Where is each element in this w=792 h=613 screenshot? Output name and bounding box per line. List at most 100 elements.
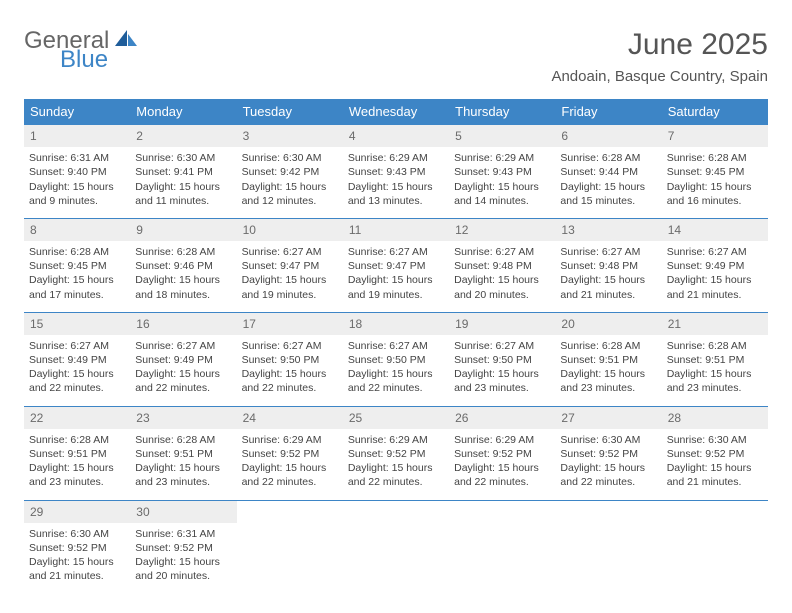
daylight-text-2: and 23 minutes. xyxy=(560,381,656,395)
daylight-text-1: Daylight: 15 hours xyxy=(242,180,338,194)
day-number-cell: 29 xyxy=(24,500,130,523)
sunrise-text: Sunrise: 6:28 AM xyxy=(560,151,656,165)
day-cell: Sunrise: 6:28 AMSunset: 9:51 PMDaylight:… xyxy=(24,429,130,500)
sunrise-text: Sunrise: 6:27 AM xyxy=(348,245,444,259)
day-number-cell: 19 xyxy=(449,312,555,335)
daylight-text-1: Daylight: 15 hours xyxy=(667,273,763,287)
daylight-text-2: and 19 minutes. xyxy=(348,288,444,302)
col-thursday: Thursday xyxy=(449,99,555,125)
sunrise-text: Sunrise: 6:27 AM xyxy=(242,339,338,353)
calendar-body: 1234567Sunrise: 6:31 AMSunset: 9:40 PMDa… xyxy=(24,125,768,594)
daylight-text-1: Daylight: 15 hours xyxy=(454,367,550,381)
daylight-text-2: and 19 minutes. xyxy=(242,288,338,302)
daylight-text-1: Daylight: 15 hours xyxy=(242,367,338,381)
sunset-text: Sunset: 9:49 PM xyxy=(29,353,125,367)
sunrise-text: Sunrise: 6:28 AM xyxy=(667,339,763,353)
sunrise-text: Sunrise: 6:29 AM xyxy=(242,433,338,447)
sunset-text: Sunset: 9:52 PM xyxy=(135,541,231,555)
day-cell: Sunrise: 6:30 AMSunset: 9:52 PMDaylight:… xyxy=(555,429,661,500)
sunrise-text: Sunrise: 6:30 AM xyxy=(667,433,763,447)
day-number-cell: 20 xyxy=(555,312,661,335)
sunrise-text: Sunrise: 6:27 AM xyxy=(242,245,338,259)
calendar-table: Sunday Monday Tuesday Wednesday Thursday… xyxy=(24,99,768,593)
day-number-cell xyxy=(662,500,768,523)
day-number-cell: 23 xyxy=(130,406,236,429)
day-cell: Sunrise: 6:28 AMSunset: 9:51 PMDaylight:… xyxy=(555,335,661,406)
day-cell: Sunrise: 6:29 AMSunset: 9:43 PMDaylight:… xyxy=(343,147,449,218)
daylight-text-2: and 22 minutes. xyxy=(242,475,338,489)
daylight-text-1: Daylight: 15 hours xyxy=(667,461,763,475)
daylight-text-1: Daylight: 15 hours xyxy=(242,461,338,475)
sunset-text: Sunset: 9:42 PM xyxy=(242,165,338,179)
daylight-text-2: and 20 minutes. xyxy=(454,288,550,302)
sail-icon xyxy=(113,28,139,53)
daylight-text-2: and 21 minutes. xyxy=(29,569,125,583)
sunrise-text: Sunrise: 6:27 AM xyxy=(454,245,550,259)
daynum-row: 2930 xyxy=(24,500,768,523)
daylight-text-1: Daylight: 15 hours xyxy=(135,180,231,194)
sunrise-text: Sunrise: 6:28 AM xyxy=(135,245,231,259)
daylight-text-1: Daylight: 15 hours xyxy=(348,461,444,475)
sunrise-text: Sunrise: 6:28 AM xyxy=(667,151,763,165)
day-number-cell: 14 xyxy=(662,218,768,241)
daylight-text-2: and 11 minutes. xyxy=(135,194,231,208)
daylight-text-1: Daylight: 15 hours xyxy=(29,273,125,287)
day-number-cell: 9 xyxy=(130,218,236,241)
daylight-text-1: Daylight: 15 hours xyxy=(29,180,125,194)
sunset-text: Sunset: 9:50 PM xyxy=(242,353,338,367)
day-cell: Sunrise: 6:30 AMSunset: 9:52 PMDaylight:… xyxy=(662,429,768,500)
daylight-text-2: and 15 minutes. xyxy=(560,194,656,208)
daylight-text-2: and 22 minutes. xyxy=(135,381,231,395)
day-number-cell: 16 xyxy=(130,312,236,335)
day-cell: Sunrise: 6:28 AMSunset: 9:51 PMDaylight:… xyxy=(130,429,236,500)
day-number-cell: 22 xyxy=(24,406,130,429)
daylight-text-2: and 23 minutes. xyxy=(454,381,550,395)
daylight-text-2: and 22 minutes. xyxy=(348,475,444,489)
day-number-cell: 15 xyxy=(24,312,130,335)
month-title: June 2025 xyxy=(551,28,768,62)
sunrise-text: Sunrise: 6:28 AM xyxy=(29,245,125,259)
day-number-cell: 17 xyxy=(237,312,343,335)
sunset-text: Sunset: 9:52 PM xyxy=(667,447,763,461)
sunrise-text: Sunrise: 6:30 AM xyxy=(242,151,338,165)
col-tuesday: Tuesday xyxy=(237,99,343,125)
sunrise-text: Sunrise: 6:27 AM xyxy=(667,245,763,259)
sunset-text: Sunset: 9:52 PM xyxy=(454,447,550,461)
daylight-text-1: Daylight: 15 hours xyxy=(348,273,444,287)
day-number-cell: 3 xyxy=(237,125,343,148)
sunrise-text: Sunrise: 6:30 AM xyxy=(135,151,231,165)
day-cell: Sunrise: 6:29 AMSunset: 9:43 PMDaylight:… xyxy=(449,147,555,218)
daylight-text-1: Daylight: 15 hours xyxy=(454,461,550,475)
daynum-row: 15161718192021 xyxy=(24,312,768,335)
day-content-row: Sunrise: 6:28 AMSunset: 9:45 PMDaylight:… xyxy=(24,241,768,312)
day-number-cell: 6 xyxy=(555,125,661,148)
sunrise-text: Sunrise: 6:27 AM xyxy=(454,339,550,353)
daylight-text-2: and 21 minutes. xyxy=(560,288,656,302)
day-number-cell: 26 xyxy=(449,406,555,429)
day-cell: Sunrise: 6:27 AMSunset: 9:47 PMDaylight:… xyxy=(237,241,343,312)
sunrise-text: Sunrise: 6:31 AM xyxy=(135,527,231,541)
sunrise-text: Sunrise: 6:29 AM xyxy=(348,433,444,447)
title-block: June 2025 Andoain, Basque Country, Spain xyxy=(551,28,768,85)
col-wednesday: Wednesday xyxy=(343,99,449,125)
day-number-cell: 24 xyxy=(237,406,343,429)
daylight-text-2: and 21 minutes. xyxy=(667,475,763,489)
daylight-text-2: and 20 minutes. xyxy=(135,569,231,583)
daylight-text-2: and 22 minutes. xyxy=(348,381,444,395)
day-cell xyxy=(662,523,768,594)
location-text: Andoain, Basque Country, Spain xyxy=(551,68,768,85)
daylight-text-2: and 9 minutes. xyxy=(29,194,125,208)
day-cell: Sunrise: 6:28 AMSunset: 9:51 PMDaylight:… xyxy=(662,335,768,406)
sunset-text: Sunset: 9:50 PM xyxy=(348,353,444,367)
sunset-text: Sunset: 9:51 PM xyxy=(135,447,231,461)
daylight-text-1: Daylight: 15 hours xyxy=(348,367,444,381)
daylight-text-1: Daylight: 15 hours xyxy=(454,273,550,287)
sunrise-text: Sunrise: 6:29 AM xyxy=(454,433,550,447)
sunrise-text: Sunrise: 6:28 AM xyxy=(135,433,231,447)
day-cell: Sunrise: 6:27 AMSunset: 9:49 PMDaylight:… xyxy=(662,241,768,312)
day-cell: Sunrise: 6:27 AMSunset: 9:48 PMDaylight:… xyxy=(449,241,555,312)
sunset-text: Sunset: 9:46 PM xyxy=(135,259,231,273)
sunset-text: Sunset: 9:45 PM xyxy=(29,259,125,273)
daylight-text-1: Daylight: 15 hours xyxy=(135,367,231,381)
daylight-text-2: and 12 minutes. xyxy=(242,194,338,208)
